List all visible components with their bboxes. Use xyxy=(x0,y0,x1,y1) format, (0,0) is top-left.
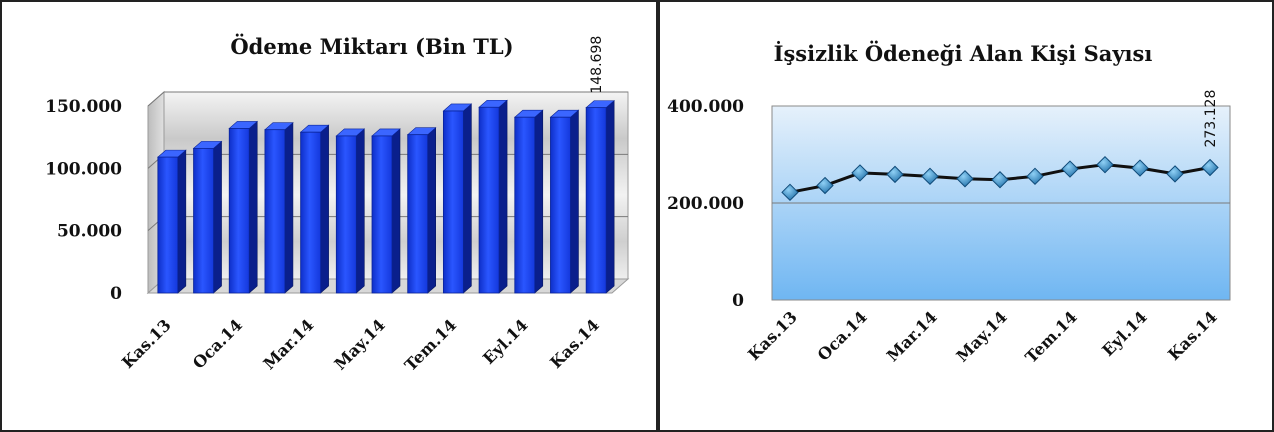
x-tick-label: Tem.14 xyxy=(1021,307,1080,366)
data-label: 273.128 xyxy=(1203,90,1219,148)
y-tick-label: 50.000 xyxy=(57,222,122,242)
bar xyxy=(478,99,508,294)
data-point xyxy=(886,165,904,184)
x-tick-label: Oca.14 xyxy=(814,307,871,364)
bar xyxy=(513,109,544,294)
chart-title: Ödeme Miktarı (Bin TL) xyxy=(230,34,513,59)
x-tick-label: May.14 xyxy=(331,315,389,373)
unemployment-recipients-chart-svg: İşsizlik Ödeneği Alan Kişi Sayısı 0 200.0… xyxy=(667,41,1231,367)
data-point xyxy=(1131,159,1149,177)
data-point xyxy=(1026,167,1044,186)
data-point xyxy=(991,171,1009,189)
data-point xyxy=(816,176,834,195)
bar xyxy=(299,124,330,294)
unemployment-recipients-chart: İşsizlik Ödeneği Alan Kişi Sayısı 0 200.0… xyxy=(660,0,1274,432)
x-tick-label: Kas.14 xyxy=(546,315,603,372)
y-tick-label: 200.000 xyxy=(667,194,744,214)
payment-amount-chart: Ödeme Miktarı (Bin TL) 0 50.000 100.000 150… xyxy=(45,34,630,375)
y-tick-label: 0 xyxy=(110,284,122,304)
data-label: 148.698 xyxy=(589,36,605,94)
x-tick-label: May.14 xyxy=(953,307,1011,365)
bar xyxy=(192,140,223,294)
bar xyxy=(264,122,294,294)
data-point xyxy=(1201,158,1219,177)
bar xyxy=(406,127,437,294)
x-tick-label: Tem.14 xyxy=(401,315,460,374)
bar xyxy=(585,99,615,294)
bar xyxy=(157,149,187,294)
data-point xyxy=(781,183,799,202)
x-tick-label: Kas.13 xyxy=(118,315,175,372)
x-tick-label: Mar.14 xyxy=(260,315,318,373)
y-gridline xyxy=(147,91,628,107)
x-tick-label: Eyl.14 xyxy=(1098,307,1151,360)
payment-amount-chart-svg: Ödeme Miktarı (Bin TL) 0 50.000 100.000 150… xyxy=(45,34,630,375)
x-tick-label: Kas.14 xyxy=(1164,307,1221,364)
bar xyxy=(442,103,473,294)
data-point xyxy=(1166,165,1184,183)
panel-divider xyxy=(656,0,660,432)
data-point xyxy=(851,164,869,182)
bar xyxy=(335,128,366,294)
x-tick-label: Mar.14 xyxy=(883,307,941,365)
y-tick-label: 400.000 xyxy=(667,97,744,117)
x-tick-label: Kas.13 xyxy=(744,307,801,364)
data-point xyxy=(1096,155,1114,174)
y-tick-label: 0 xyxy=(732,291,744,311)
bar xyxy=(371,128,401,294)
y-tick-label: 100.000 xyxy=(45,159,122,179)
x-tick-label: Oca.14 xyxy=(189,315,246,372)
bar xyxy=(228,120,259,294)
bar xyxy=(549,109,580,294)
data-point xyxy=(1061,160,1079,178)
data-point xyxy=(956,170,974,188)
chart-title: İşsizlik Ödeneği Alan Kişi Sayısı xyxy=(774,41,1153,66)
y-tick-label: 150.000 xyxy=(45,97,122,117)
x-tick-label: Eyl.14 xyxy=(479,315,532,368)
data-point xyxy=(921,167,939,186)
